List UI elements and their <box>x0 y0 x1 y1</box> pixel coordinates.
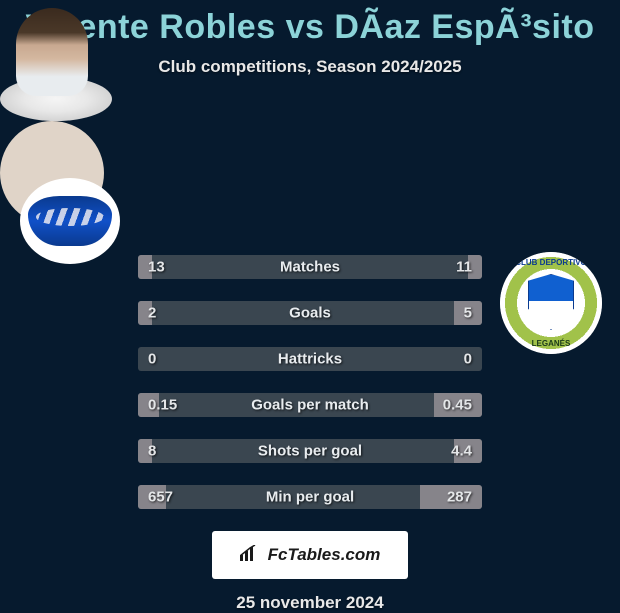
stat-value-right: 5 <box>464 305 472 322</box>
stat-bar: 657 287 Min per goal <box>138 485 482 509</box>
chart-icon <box>240 545 262 566</box>
stat-value-left: 657 <box>148 489 173 506</box>
stat-value-right: 0.45 <box>443 397 472 414</box>
stat-value-left: 2 <box>148 305 156 322</box>
attribution-text: FcTables.com <box>268 545 381 565</box>
subtitle: Club competitions, Season 2024/2025 <box>0 57 620 77</box>
stat-value-right: 11 <box>456 259 472 276</box>
stat-bar: 8 4.4 Shots per goal <box>138 439 482 463</box>
stat-label: Goals <box>289 305 331 322</box>
stat-bar: 0.15 0.45 Goals per match <box>138 393 482 417</box>
stats-container: 13 11 Matches 2 5 Goals 0 0 Hattricks 0.15 0.45 Goa… <box>0 255 620 509</box>
stat-label: Shots per goal <box>258 443 362 460</box>
stat-value-right: 4.4 <box>451 443 472 460</box>
stat-bar: 2 5 Goals <box>138 301 482 325</box>
stat-value-left: 13 <box>148 259 165 276</box>
stat-value-left: 0 <box>148 351 156 368</box>
attribution-badge: FcTables.com <box>212 531 408 579</box>
stat-bar: 0 0 Hattricks <box>138 347 482 371</box>
stat-value-right: 0 <box>464 351 472 368</box>
page-title: Vicente Robles vs DÃ­az EspÃ³sito <box>0 0 620 47</box>
stat-value-left: 0.15 <box>148 397 177 414</box>
date-text: 25 november 2024 <box>0 593 620 613</box>
stat-bar: 13 11 Matches <box>138 255 482 279</box>
stat-value-left: 8 <box>148 443 156 460</box>
stat-label: Min per goal <box>266 489 354 506</box>
stat-label: Goals per match <box>251 397 369 414</box>
stat-label: Matches <box>280 259 340 276</box>
stat-value-right: 287 <box>447 489 472 506</box>
player-left-club-badge <box>20 178 120 264</box>
stat-label: Hattricks <box>278 351 342 368</box>
